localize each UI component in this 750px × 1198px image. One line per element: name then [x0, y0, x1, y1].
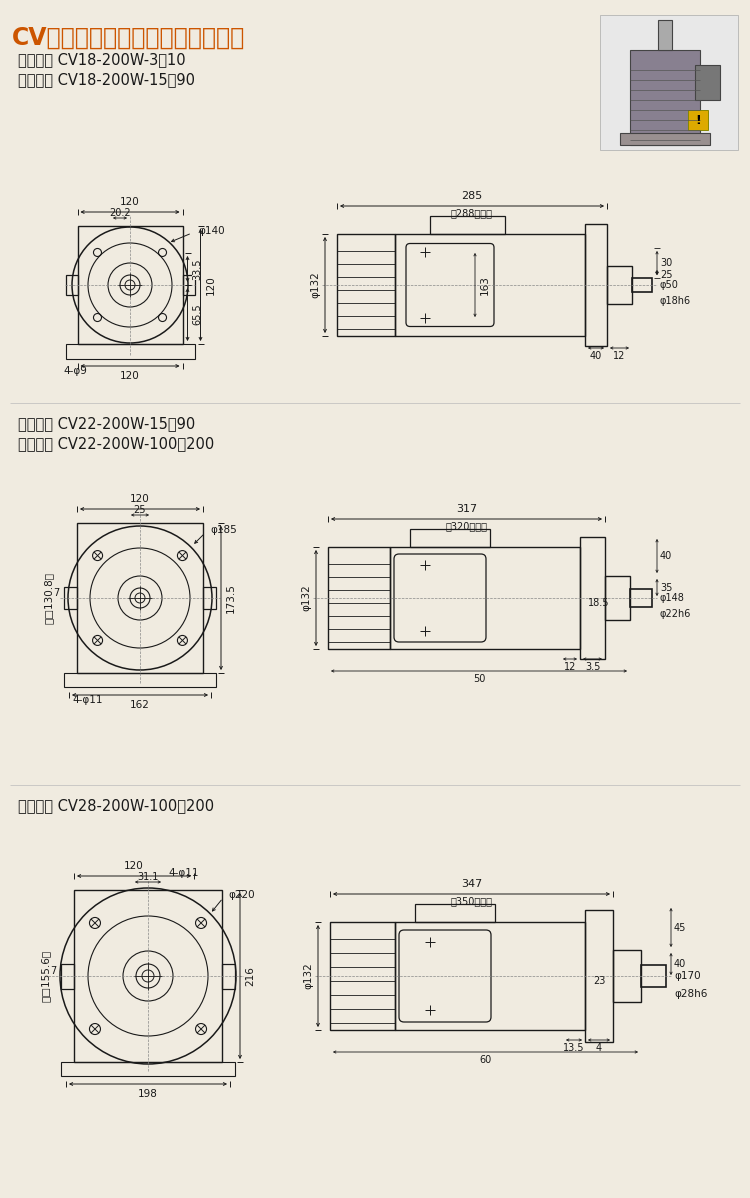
Text: φ170: φ170	[674, 972, 700, 981]
Bar	[390, 547, 580, 649]
Bar	[630, 589, 652, 607]
Text: 65.5: 65.5	[193, 303, 202, 326]
Bar	[620, 133, 710, 145]
Text: 120: 120	[120, 371, 140, 381]
Text: 4: 4	[596, 1043, 602, 1053]
Text: 31.1: 31.1	[137, 872, 159, 882]
Bar	[61, 1061, 235, 1076]
Text: φ220: φ220	[228, 890, 254, 900]
Text: 216: 216	[245, 966, 255, 986]
Text: 30: 30	[660, 258, 672, 268]
Text: 13.5: 13.5	[563, 1043, 585, 1053]
Text: 120: 120	[120, 196, 140, 207]
Bar	[203, 587, 216, 609]
Text: （□130.8）: （□130.8）	[44, 571, 54, 624]
Text: 163: 163	[480, 276, 490, 295]
Bar	[585, 910, 613, 1042]
Text: 20.2: 20.2	[110, 208, 130, 218]
Text: 标准型： CV18-200W-3～10: 标准型： CV18-200W-3～10	[18, 52, 186, 67]
Text: 4-φ11: 4-φ11	[168, 869, 199, 878]
Text: 35: 35	[660, 583, 672, 593]
Bar	[337, 234, 395, 335]
Text: 23: 23	[593, 976, 605, 986]
Text: 317: 317	[456, 504, 477, 514]
Text: 40: 40	[590, 351, 602, 361]
Text: 285: 285	[461, 190, 483, 201]
Bar	[77, 226, 182, 344]
Bar	[65, 344, 194, 359]
Bar	[64, 673, 216, 686]
Bar	[410, 530, 490, 547]
Bar	[630, 50, 700, 145]
Bar	[395, 234, 585, 335]
Text: 25: 25	[660, 270, 673, 280]
Text: （288刹车）: （288刹车）	[451, 208, 493, 218]
Text: 40: 40	[674, 960, 686, 969]
Text: 3.5: 3.5	[585, 662, 600, 672]
Text: φ132: φ132	[303, 963, 313, 990]
Text: 60: 60	[479, 1055, 492, 1065]
Text: 标准型： CV28-200W-100～200: 标准型： CV28-200W-100～200	[18, 798, 214, 813]
Bar	[328, 547, 390, 649]
Bar	[64, 587, 77, 609]
Text: 50: 50	[472, 674, 485, 684]
Bar	[600, 16, 738, 150]
Bar	[430, 216, 505, 234]
Bar	[77, 524, 203, 673]
Text: φ18h6: φ18h6	[660, 296, 692, 305]
Text: 25: 25	[134, 506, 146, 515]
Text: 标准型： CV22-200W-15～90: 标准型： CV22-200W-15～90	[18, 416, 195, 431]
Text: 40: 40	[660, 551, 672, 561]
Text: 162: 162	[130, 700, 150, 710]
Text: 4-φ9: 4-φ9	[64, 367, 87, 376]
Text: 45: 45	[674, 922, 686, 933]
Bar	[605, 576, 630, 621]
Bar	[182, 276, 194, 295]
Bar	[222, 963, 235, 988]
Bar	[632, 278, 652, 292]
Text: φ132: φ132	[310, 272, 320, 298]
Text: 7: 7	[50, 966, 56, 976]
Text: φ22h6: φ22h6	[660, 609, 692, 619]
Text: 缩框型： CV22-200W-100～200: 缩框型： CV22-200W-100～200	[18, 436, 214, 450]
Text: 12: 12	[564, 662, 576, 672]
Text: φ148: φ148	[660, 593, 685, 603]
Text: 33.5: 33.5	[193, 259, 202, 280]
Text: （320刹车）: （320刹车）	[446, 521, 488, 531]
Bar	[607, 266, 632, 304]
Bar	[74, 890, 222, 1061]
Text: φ28h6: φ28h6	[674, 990, 707, 999]
Bar	[688, 110, 708, 131]
Bar	[585, 224, 607, 346]
Bar	[61, 963, 74, 988]
Bar	[65, 276, 77, 295]
Text: 120: 120	[124, 861, 144, 871]
Text: 7: 7	[53, 588, 59, 598]
Text: !: !	[695, 114, 700, 127]
Bar	[695, 65, 720, 99]
Text: 4-φ11: 4-φ11	[72, 695, 103, 704]
Text: 173.5: 173.5	[226, 583, 236, 613]
Bar	[415, 904, 495, 922]
Text: 120: 120	[130, 494, 150, 504]
Text: φ185: φ185	[210, 525, 237, 536]
Text: CV型卧式三相（刹车）马达减速机: CV型卧式三相（刹车）马达减速机	[12, 26, 245, 50]
Bar	[330, 922, 395, 1030]
Text: 缩框型： CV18-200W-15～90: 缩框型： CV18-200W-15～90	[18, 72, 195, 87]
Text: 347: 347	[460, 879, 482, 889]
Text: φ50: φ50	[660, 280, 679, 290]
Bar	[613, 950, 641, 1002]
Text: 198: 198	[138, 1089, 158, 1099]
Bar	[395, 922, 585, 1030]
Bar	[580, 537, 605, 659]
Text: φ132: φ132	[301, 585, 311, 611]
Text: φ140: φ140	[198, 226, 225, 236]
Bar	[658, 20, 672, 50]
Text: 18.5: 18.5	[588, 598, 610, 609]
Text: 120: 120	[206, 276, 215, 295]
Text: （□155.6）: （□155.6）	[41, 950, 51, 1002]
Bar	[641, 966, 666, 987]
Text: 12: 12	[613, 351, 626, 361]
Text: （350刹车）: （350刹车）	[451, 896, 493, 906]
